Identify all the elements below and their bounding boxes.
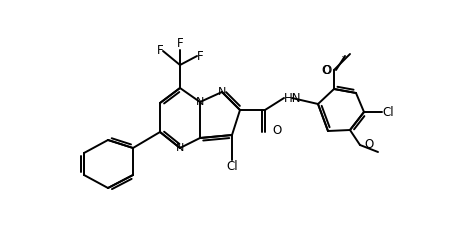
Text: HN: HN: [284, 91, 301, 105]
Text: Cl: Cl: [226, 160, 238, 173]
Text: N: N: [196, 97, 204, 107]
Text: O: O: [364, 139, 373, 151]
Text: F: F: [157, 44, 163, 58]
Text: N: N: [218, 87, 226, 97]
Text: F: F: [177, 37, 183, 50]
Text: F: F: [197, 50, 204, 62]
Text: O: O: [272, 124, 281, 136]
Text: Cl: Cl: [382, 106, 394, 118]
Text: O: O: [322, 63, 331, 77]
Text: N: N: [176, 143, 184, 153]
Text: methoxy: methoxy: [342, 55, 348, 57]
Text: O: O: [323, 63, 332, 77]
